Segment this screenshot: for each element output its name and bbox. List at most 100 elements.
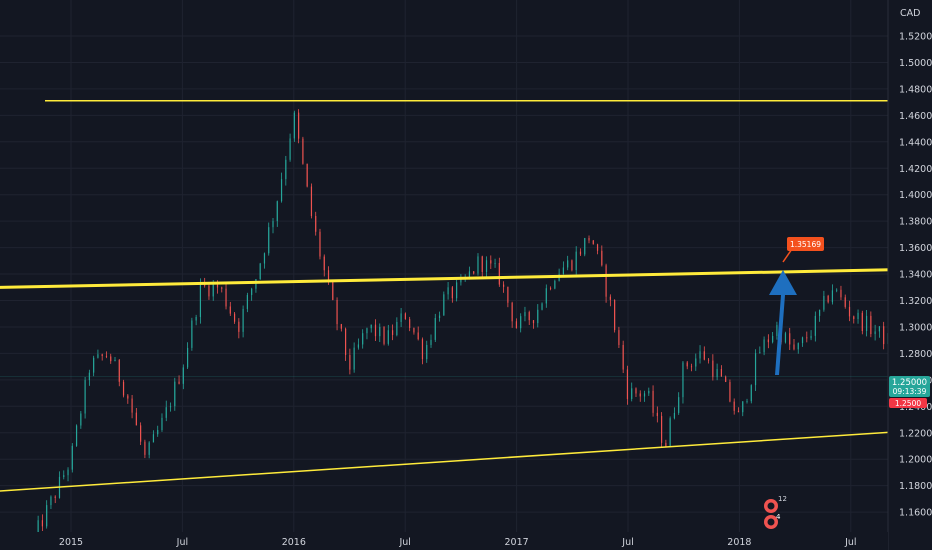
candle-body bbox=[157, 430, 159, 435]
candle-body bbox=[665, 442, 667, 447]
candle-body bbox=[131, 398, 133, 413]
candle-body bbox=[174, 381, 176, 407]
candle-body bbox=[306, 163, 308, 187]
candle-body bbox=[315, 215, 317, 232]
candle-body bbox=[699, 351, 701, 359]
candle-body bbox=[742, 401, 744, 413]
time-tick-label: 2018 bbox=[727, 537, 751, 548]
time-axis-background bbox=[0, 532, 888, 550]
event-marker-top[interactable]: 12 bbox=[764, 495, 787, 513]
price-tick-label: 1.46000 bbox=[899, 111, 932, 122]
candle-body bbox=[515, 321, 518, 329]
candle-body bbox=[861, 312, 863, 332]
candle-body bbox=[575, 251, 577, 271]
candle-body bbox=[186, 347, 189, 368]
candle-body bbox=[874, 331, 876, 335]
candle-body bbox=[259, 263, 261, 280]
candle-body bbox=[443, 294, 445, 316]
candle-body bbox=[857, 312, 859, 320]
candle-body bbox=[127, 395, 129, 399]
candle-body bbox=[302, 138, 304, 164]
candle-body bbox=[148, 442, 150, 455]
price-tick-label: 1.38000 bbox=[899, 217, 932, 228]
candle-body bbox=[298, 112, 300, 139]
candle-body bbox=[746, 401, 748, 402]
last-price-background bbox=[889, 376, 930, 397]
candle-body bbox=[438, 315, 441, 319]
candle-body bbox=[494, 262, 496, 264]
price-tick-label: 1.36000 bbox=[899, 243, 932, 254]
candle-body bbox=[878, 326, 880, 332]
candle-body bbox=[690, 366, 693, 368]
candle-body bbox=[417, 332, 419, 340]
time-axis[interactable]: 2015 Jul 2016 Jul 2017 Jul 2018 Jul bbox=[59, 537, 857, 548]
candle-body bbox=[819, 309, 821, 316]
candle-body bbox=[729, 382, 731, 402]
candle-body bbox=[80, 413, 82, 426]
candle-body bbox=[272, 221, 274, 228]
event-marker-bottom[interactable]: 4 bbox=[764, 513, 781, 529]
candle-body bbox=[490, 260, 492, 264]
candle-body bbox=[310, 186, 313, 216]
candle-body bbox=[268, 227, 270, 254]
candle-body bbox=[507, 286, 509, 303]
candle-body bbox=[814, 315, 816, 336]
candle-body bbox=[759, 352, 761, 354]
candle-body bbox=[725, 376, 727, 383]
candle-body bbox=[528, 312, 530, 321]
candle-body bbox=[191, 320, 193, 348]
candle-body bbox=[208, 285, 210, 297]
candle-body bbox=[844, 297, 846, 307]
candle-body bbox=[332, 282, 334, 300]
candle-body bbox=[485, 260, 488, 272]
candle-body bbox=[404, 313, 406, 320]
candle-body bbox=[251, 288, 253, 295]
time-tick-label: 2017 bbox=[505, 537, 529, 548]
candle-body bbox=[648, 390, 650, 394]
support-line[interactable] bbox=[0, 376, 932, 495]
candle-body bbox=[481, 256, 483, 272]
secondary-price-label: 1.2500 bbox=[889, 398, 927, 408]
candle-body bbox=[212, 284, 214, 297]
candle-body bbox=[456, 282, 458, 299]
candle-body bbox=[827, 295, 829, 303]
candle-body bbox=[763, 339, 765, 353]
candle-body bbox=[357, 344, 360, 348]
candle-body bbox=[618, 330, 620, 345]
price-tick-label: 1.16000 bbox=[899, 508, 932, 519]
candle-body bbox=[789, 333, 791, 345]
candle-body bbox=[853, 316, 855, 320]
candle-body bbox=[242, 308, 244, 332]
candle-body bbox=[280, 179, 283, 202]
channel-line[interactable] bbox=[0, 253, 932, 289]
price-tick-label: 1.52000 bbox=[899, 32, 932, 43]
candle-body bbox=[379, 326, 381, 337]
candle-body bbox=[498, 262, 500, 285]
candle-body bbox=[870, 315, 872, 335]
candle-body bbox=[682, 362, 684, 398]
candle-body bbox=[246, 294, 248, 309]
time-tick-label: 2015 bbox=[59, 537, 83, 548]
candle-body bbox=[349, 354, 351, 370]
drawings[interactable]: 1.35169 bbox=[0, 100, 932, 495]
price-tick-label: 1.28000 bbox=[899, 349, 932, 360]
candle-body bbox=[430, 339, 432, 345]
candle-body bbox=[503, 284, 505, 287]
candle-body bbox=[601, 250, 603, 266]
candle-body bbox=[695, 358, 697, 367]
candle-body bbox=[473, 271, 475, 274]
candle-body bbox=[460, 278, 462, 283]
price-tick-label: 1.44000 bbox=[899, 137, 932, 148]
candle-body bbox=[737, 410, 740, 413]
target-label-background[interactable] bbox=[787, 237, 824, 251]
candle-body bbox=[750, 385, 752, 402]
candle-body bbox=[767, 339, 769, 343]
target-arrow[interactable] bbox=[769, 270, 797, 375]
candle-body bbox=[255, 279, 257, 289]
candle-body bbox=[216, 284, 219, 288]
candle-body bbox=[413, 327, 415, 333]
candle-body bbox=[447, 287, 449, 295]
candle-body bbox=[661, 416, 663, 443]
candle-body bbox=[345, 328, 347, 355]
